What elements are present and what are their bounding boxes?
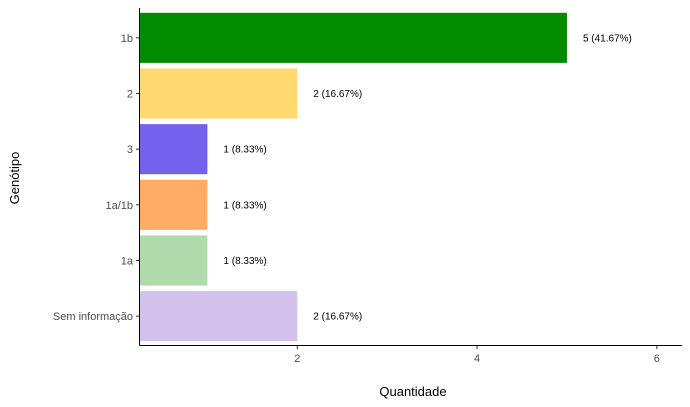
- y-tick-label: Sem informação: [53, 311, 133, 323]
- y-tick-label: 3: [127, 144, 133, 156]
- x-axis-ticks: 2 4 6: [294, 345, 660, 365]
- bar-data-label: 2 (16.67%): [313, 89, 362, 100]
- bar-data-label: 5 (41.67%): [583, 33, 632, 44]
- y-axis-ticks: 1b 2 3 1a/1b 1a Sem informação: [53, 33, 140, 323]
- bar: [140, 179, 208, 230]
- bar-data-label: 1 (8.33%): [223, 145, 266, 156]
- bar: [140, 124, 208, 175]
- bar: [140, 68, 298, 119]
- y-tick-label: 1a/1b: [105, 200, 133, 212]
- bars-layer: [140, 12, 567, 342]
- y-tick-label: 2: [127, 89, 133, 101]
- x-tick-label: 2: [294, 353, 300, 365]
- x-axis-title: Quantidade: [379, 384, 446, 399]
- bar-data-label: 2 (16.67%): [313, 312, 362, 323]
- y-tick-label: 1b: [121, 33, 133, 45]
- bar: [140, 12, 567, 63]
- y-axis-title: Genótipo: [7, 152, 22, 205]
- data-labels-layer: 5 (41.67%) 2 (16.67%) 1 (8.33%) 1 (8.33%) 1 …: [223, 33, 631, 322]
- bar-data-label: 1 (8.33%): [223, 256, 266, 267]
- y-tick-label: 1a: [121, 256, 134, 268]
- x-tick-label: 6: [654, 353, 660, 365]
- bar: [140, 235, 208, 286]
- bar-data-label: 1 (8.33%): [223, 200, 266, 211]
- bar: [140, 291, 298, 342]
- x-tick-label: 4: [474, 353, 480, 365]
